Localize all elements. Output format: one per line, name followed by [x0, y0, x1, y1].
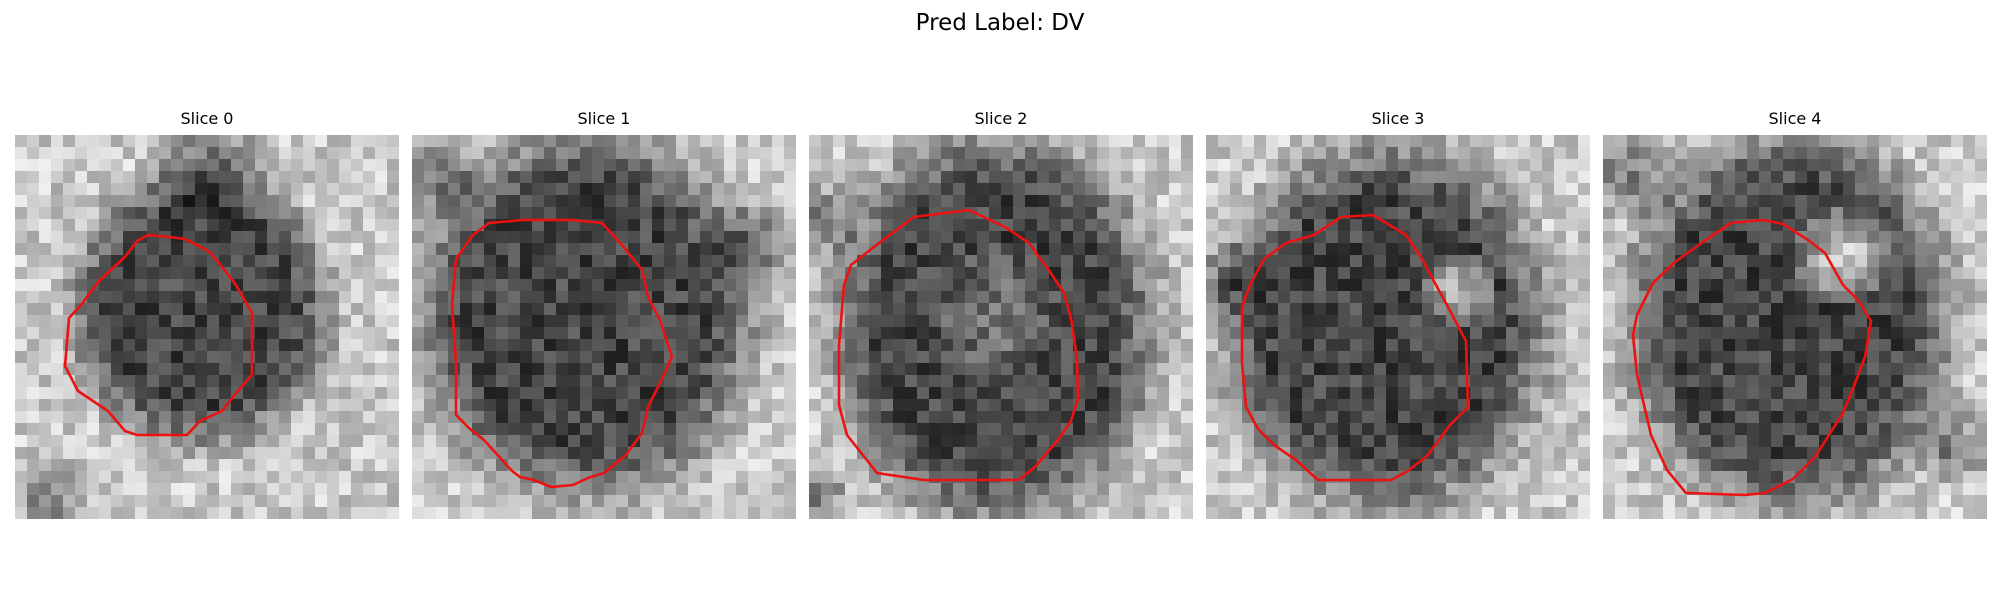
figure-title: Pred Label: DV — [915, 10, 1085, 36]
slice-image-3 — [1206, 135, 1590, 519]
slice-title-4: Slice 4 — [1768, 109, 1822, 128]
slice-title-0: Slice 0 — [180, 109, 234, 128]
slice-image-0 — [15, 135, 399, 519]
slice-title-1: Slice 1 — [577, 109, 631, 128]
slice-panel-4: Slice 4 — [1603, 107, 1987, 519]
slice-image-2 — [809, 135, 1193, 519]
slice-title-2: Slice 2 — [974, 109, 1028, 128]
slice-panel-3: Slice 3 — [1206, 107, 1590, 519]
contour-outline — [450, 218, 674, 489]
slice-panel-1: Slice 1 — [412, 107, 796, 519]
contour-outline — [837, 208, 1080, 482]
contour-outline — [1631, 218, 1873, 497]
contour-outline — [63, 233, 254, 437]
slice-title-3: Slice 3 — [1371, 109, 1425, 128]
slice-image-1 — [412, 135, 796, 519]
contour-outline — [1240, 213, 1470, 482]
slice-panel-0: Slice 0 — [15, 107, 399, 519]
slice-image-4 — [1603, 135, 1987, 519]
slice-panel-2: Slice 2 — [809, 107, 1193, 519]
